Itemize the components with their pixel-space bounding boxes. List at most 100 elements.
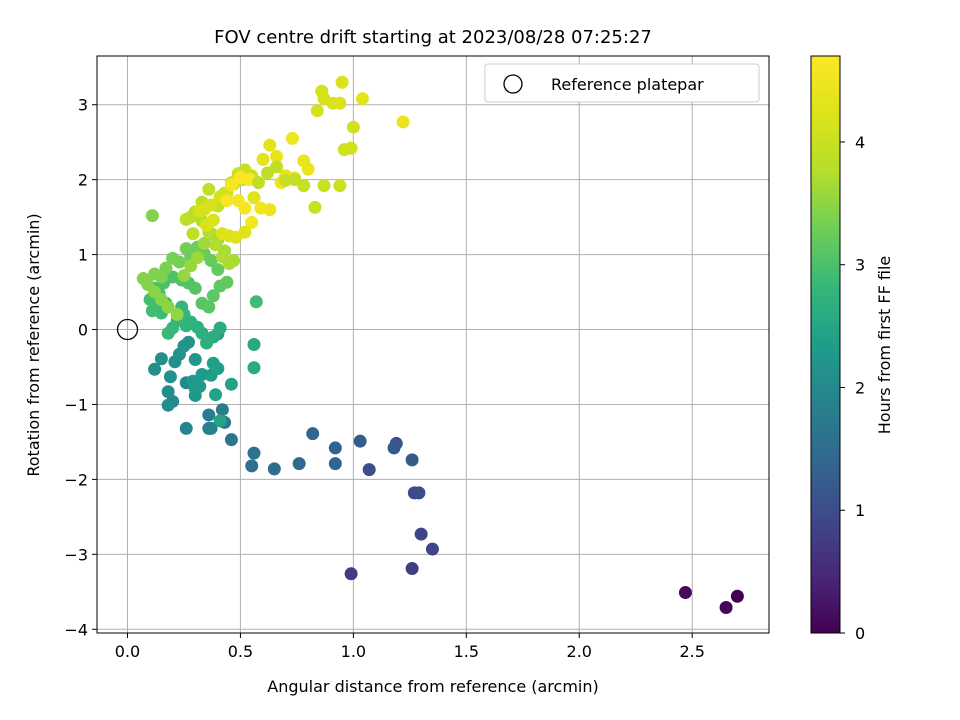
y-tick-label: 3 — [78, 96, 88, 115]
data-point — [161, 398, 175, 412]
data-point — [136, 272, 150, 286]
y-tick-label: −1 — [64, 395, 88, 414]
data-point — [202, 182, 216, 196]
data-point — [161, 326, 175, 340]
data-point — [166, 251, 180, 265]
data-point — [181, 335, 195, 349]
data-point — [247, 338, 261, 351]
data-point — [247, 361, 261, 375]
data-point — [206, 213, 220, 227]
data-point — [328, 441, 342, 455]
data-point — [355, 92, 369, 106]
data-point — [245, 215, 259, 229]
data-point — [245, 459, 259, 473]
data-point — [249, 295, 263, 309]
legend-reference-marker — [503, 74, 523, 94]
data-point — [292, 457, 306, 471]
data-point — [344, 567, 358, 581]
data-point — [333, 96, 347, 110]
data-point — [197, 236, 211, 250]
data-point — [425, 542, 439, 556]
colorbar-tick-label: 4 — [855, 133, 865, 152]
data-point — [209, 238, 223, 252]
data-point — [191, 251, 205, 265]
data-point — [405, 562, 419, 576]
data-point — [270, 160, 284, 174]
colorbar-tick-label: 0 — [855, 624, 865, 643]
colorbar-tick-label: 3 — [855, 256, 865, 275]
data-point — [188, 382, 202, 396]
data-point — [256, 152, 270, 166]
data-point — [405, 453, 419, 467]
data-point — [238, 225, 252, 239]
data-point — [145, 304, 159, 318]
data-point — [213, 414, 227, 428]
y-tick-label: −4 — [64, 620, 88, 639]
data-point — [188, 281, 202, 295]
data-point — [220, 275, 234, 289]
y-tick-label: 2 — [78, 171, 88, 190]
data-point — [387, 441, 401, 455]
data-point — [215, 250, 229, 264]
chart-title: FOV centre drift starting at 2023/08/28 … — [214, 27, 652, 48]
y-ticks: −4 −3 −2 −1 0 1 2 3 — [64, 96, 97, 639]
data-point — [186, 227, 200, 241]
data-point — [215, 403, 229, 417]
data-point — [200, 336, 214, 350]
data-point — [335, 75, 349, 89]
plot-frame — [96, 55, 770, 634]
data-point — [161, 385, 175, 399]
data-point — [333, 179, 347, 193]
data-point — [730, 589, 744, 603]
data-point — [224, 433, 238, 447]
data-point — [308, 200, 322, 214]
reference-platepar-marker — [116, 318, 139, 341]
data-point — [145, 209, 159, 223]
data-point — [301, 162, 315, 176]
data-point — [254, 201, 268, 215]
colorbar: 0 1 2 3 4 Hours from first FF file — [810, 55, 894, 643]
data-point — [211, 263, 225, 277]
colorbar-tick-label: 2 — [855, 378, 865, 397]
data-point — [678, 586, 692, 600]
x-tick-label: 0.0 — [115, 642, 140, 661]
data-point — [177, 269, 191, 283]
data-point — [353, 434, 367, 448]
y-tick-label: 0 — [78, 321, 88, 340]
data-point — [346, 120, 360, 134]
data-point — [202, 300, 216, 314]
data-point — [263, 138, 277, 152]
data-point — [148, 362, 162, 376]
data-point — [297, 179, 311, 193]
data-point — [206, 289, 220, 303]
data-point — [170, 308, 184, 322]
data-point — [209, 388, 223, 402]
data-point — [163, 370, 177, 384]
data-point — [179, 242, 193, 256]
data-point — [328, 457, 342, 471]
data-point — [213, 321, 227, 335]
data-point — [285, 131, 299, 145]
colorbar-label: Hours from first FF file — [875, 256, 894, 435]
x-tick-label: 2.5 — [679, 642, 704, 661]
scatter-points — [116, 75, 744, 615]
axes — [96, 55, 770, 634]
colorbar-ticks: 0 1 2 3 4 — [840, 133, 865, 643]
data-point — [412, 486, 426, 500]
data-point — [161, 300, 175, 314]
data-point — [224, 178, 238, 192]
data-point — [148, 267, 162, 281]
data-point — [188, 352, 202, 366]
y-tick-label: 1 — [78, 246, 88, 265]
data-point — [317, 179, 331, 193]
colorbar-tick-label: 1 — [855, 501, 865, 520]
data-point — [202, 408, 216, 422]
x-tick-label: 1.5 — [454, 642, 479, 661]
x-axis-label: Angular distance from reference (arcmin) — [267, 677, 598, 696]
data-point — [310, 104, 324, 118]
x-tick-label: 2.0 — [567, 642, 592, 661]
legend-entry-reference: Reference platepar — [551, 75, 704, 94]
data-point — [206, 356, 220, 370]
x-tick-label: 0.5 — [228, 642, 253, 661]
